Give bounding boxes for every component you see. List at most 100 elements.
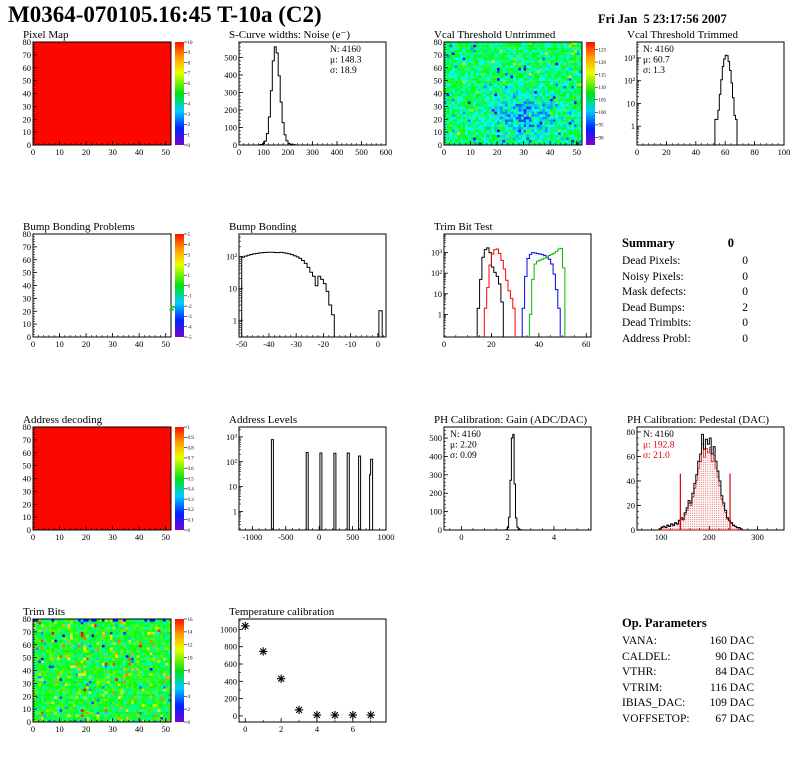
svg-text:0: 0	[188, 284, 191, 289]
param-label: VANA:	[622, 635, 657, 647]
svg-text:60: 60	[23, 448, 32, 458]
svg-text:PH Calibration: Gain (ADC/DAC): PH Calibration: Gain (ADC/DAC)	[434, 414, 587, 426]
op-parameters-title: Op. Parameters	[622, 616, 707, 630]
svg-text:200: 200	[703, 532, 716, 542]
svg-text:400: 400	[331, 147, 344, 157]
chart-svg: Vcal Threshold Trimmed 0 20 40 60 80 100 1 10 10²…	[624, 29, 791, 157]
param-row: Dead Pixels: 0	[622, 254, 748, 270]
svg-text:N: 4160: N: 4160	[643, 430, 674, 440]
chart-svg: Bump Bonding -50 -40 -30 -20 -10 0 1 10 10²	[226, 221, 387, 349]
svg-text:Vcal Threshold Trimmed: Vcal Threshold Trimmed	[627, 29, 739, 41]
svg-text:σ: 0.09: σ: 0.09	[450, 451, 477, 461]
chart-svg: S-Curve widths: Noise (e⁻) 0 100 200 300 400 5…	[224, 29, 392, 157]
svg-text:4: 4	[188, 103, 191, 108]
param-value: 2	[742, 301, 748, 314]
param-row: Address Probl: 0	[622, 332, 748, 348]
svg-text:50: 50	[23, 461, 32, 471]
svg-text:110: 110	[599, 86, 607, 91]
svg-text:105: 105	[599, 99, 607, 104]
svg-text:100: 100	[778, 147, 791, 157]
svg-text:30: 30	[519, 147, 528, 157]
summary-title: Summary	[622, 236, 675, 250]
svg-text:0: 0	[237, 147, 241, 157]
svg-text:Pixel Map: Pixel Map	[23, 29, 69, 41]
svg-text:N: 4160: N: 4160	[330, 45, 361, 55]
svg-text:0: 0	[438, 140, 442, 150]
svg-text:40: 40	[135, 532, 144, 542]
param-label: VTRIM:	[622, 681, 663, 694]
svg-text:0: 0	[31, 147, 35, 157]
svg-text:10²: 10²	[226, 457, 238, 467]
svg-text:1: 1	[188, 426, 191, 431]
svg-text:40: 40	[535, 339, 544, 349]
svg-text:4: 4	[552, 532, 557, 542]
svg-text:0: 0	[459, 532, 463, 542]
svg-text:1: 1	[631, 121, 635, 131]
param-row: Dead Bumps: 2	[622, 301, 748, 317]
svg-text:10³: 10³	[431, 248, 443, 258]
param-row: VTRIM: 116 DAC	[622, 681, 754, 697]
svg-text:1: 1	[233, 315, 237, 325]
svg-text:500: 500	[429, 433, 442, 443]
svg-text:0: 0	[27, 140, 31, 150]
param-label: Dead Bumps:	[622, 301, 685, 314]
svg-text:0.9: 0.9	[188, 436, 195, 441]
svg-text:0.5: 0.5	[188, 477, 195, 482]
svg-text:0.6: 0.6	[188, 467, 195, 472]
svg-text:50: 50	[572, 147, 581, 157]
svg-text:Address Levels: Address Levels	[229, 414, 297, 426]
svg-text:0: 0	[631, 525, 635, 535]
svg-text:20: 20	[627, 500, 636, 510]
svg-text:80: 80	[434, 37, 443, 47]
plot-ph-calibration-pedestal: PH Calibration: Pedestal (DAC) 100 200 300 0…	[610, 413, 796, 553]
svg-text:10²: 10²	[226, 251, 238, 261]
plot-vcal-threshold-trimmed: Vcal Threshold Trimmed 0 20 40 60 80 100 1 10 10²…	[610, 28, 796, 168]
svg-text:10: 10	[55, 147, 64, 157]
svg-text:1: 1	[233, 506, 237, 516]
svg-text:10³: 10³	[226, 432, 238, 442]
param-value: 84 DAC	[715, 666, 754, 678]
svg-text:3: 3	[188, 113, 191, 118]
param-value: 67 DAC	[715, 712, 754, 725]
svg-text:50: 50	[434, 76, 443, 86]
chart-svg: Address Levels -1000 -500 0 500 1000 1 10 10² 10³	[226, 414, 395, 542]
svg-text:40: 40	[135, 339, 144, 349]
param-row: VOFFSETOP: 67 DAC	[622, 712, 754, 728]
svg-text:400: 400	[224, 70, 237, 80]
svg-text:0.8: 0.8	[188, 446, 195, 451]
svg-text:300: 300	[751, 532, 764, 542]
op-parameters-rows: VANA: 160 DAC CALDEL: 90 DAC VTHR: 84 DAC VTRI…	[622, 634, 754, 727]
param-label: CALDEL:	[622, 650, 671, 663]
chart-svg: Trim Bit Test 0 20 40 60 1 10 10² 10³	[431, 221, 592, 349]
svg-text:1: 1	[188, 274, 191, 279]
svg-text:70: 70	[434, 50, 443, 60]
svg-text:N: 4160: N: 4160	[450, 430, 481, 440]
svg-text:80: 80	[23, 422, 32, 432]
svg-text:σ: 21.0: σ: 21.0	[643, 451, 670, 461]
svg-text:50: 50	[23, 268, 32, 278]
svg-text:10: 10	[466, 147, 475, 157]
svg-text:0: 0	[376, 339, 380, 349]
param-row: IBIAS_DAC: 109 DAC	[622, 696, 754, 712]
param-value: 90 DAC	[715, 650, 754, 663]
svg-text:200: 200	[429, 488, 442, 498]
chart-svg: PH Calibration: Pedestal (DAC) 100 200 300 0…	[627, 414, 785, 542]
svg-text:200: 200	[224, 105, 237, 115]
param-value: 0	[742, 255, 748, 267]
svg-text:500: 500	[346, 532, 359, 542]
plot-address-decoding: Address decoding 0 10 20 30 40 50 0 10 20 30 40 50 60…	[6, 413, 206, 553]
svg-text:6: 6	[188, 82, 191, 87]
param-value: 109 DAC	[709, 697, 754, 709]
svg-text:0: 0	[442, 339, 446, 349]
svg-text:-30: -30	[290, 339, 301, 349]
svg-text:Bump Bonding Problems: Bump Bonding Problems	[23, 221, 135, 233]
summary-rows: Dead Pixels: 0 Noisy Pixels: 0 Mask defects:…	[622, 254, 748, 347]
svg-text:0.7: 0.7	[188, 457, 195, 462]
svg-text:10³: 10³	[624, 53, 636, 63]
summary-header: Summary 0	[622, 236, 748, 251]
svg-text:95: 95	[599, 124, 605, 129]
svg-text:-50: -50	[236, 339, 247, 349]
svg-text:-40: -40	[263, 339, 274, 349]
